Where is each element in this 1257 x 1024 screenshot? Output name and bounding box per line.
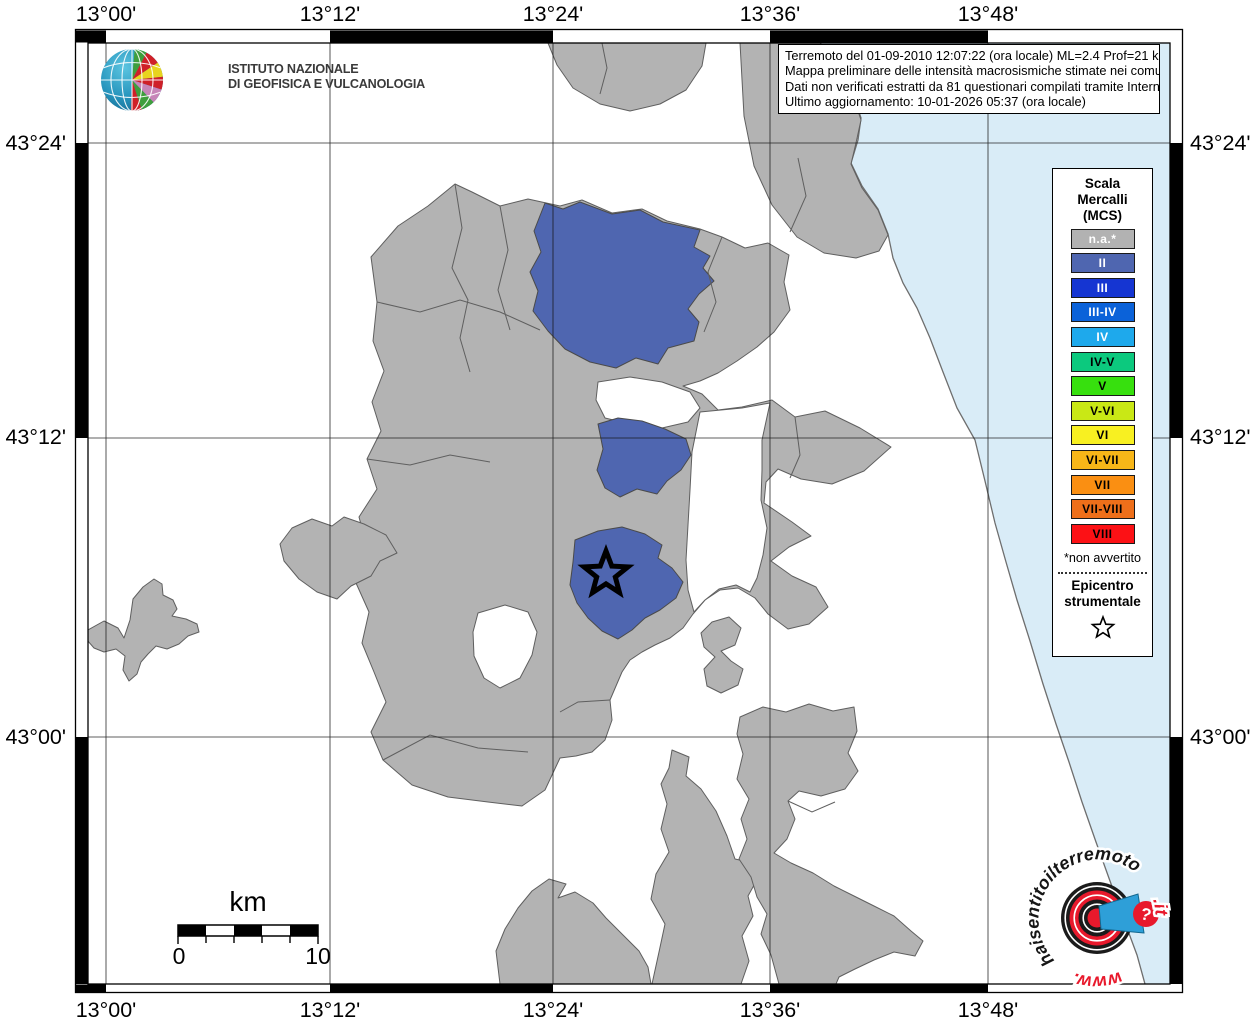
axis-label-bottom: 13°24' [522,998,584,1022]
scalebar-end: 10 [305,943,331,969]
legend-swatch-label: VIII [1092,526,1113,541]
legend-title: Scala Mercalli (MCS) [1053,176,1152,224]
info-line-source: Dati non verificati estratti da 81 quest… [785,78,1160,94]
axis-label-left: 43°24' [5,131,66,155]
scalebar-unit: km [229,886,267,917]
felt-municipality-north [529,201,715,369]
legend-swatch-label: VII-VIII [1082,502,1123,517]
legend-star-icon [1089,614,1116,639]
legend-swatch-label: IV [1096,329,1109,344]
municipality-polygon [472,604,538,689]
axis-label-top: 13°12' [299,2,361,26]
municipality-polygon [736,703,924,984]
legend-swatch-label: II [1098,256,1107,271]
legend-title-line: (MCS) [1083,208,1122,223]
logo-question-mark: ? [1139,904,1154,925]
legend-swatch: IV-V [1070,351,1135,372]
municipality-polygon [88,578,200,682]
legend-swatch: III-IV [1070,302,1135,323]
axis-label-bottom: 13°00' [75,998,137,1022]
legend-swatch-label: IV-V [1090,354,1115,369]
legend-swatch-label: III-IV [1088,305,1117,320]
info-line-update: Ultimo aggiornamento: 10-01-2026 05:37 (… [785,94,1086,110]
axis-label-right: 43°12' [1190,425,1251,449]
axis-label-right: 43°24' [1190,131,1251,155]
axis-label-bottom: 13°48' [957,998,1019,1022]
axis-label-bottom: 13°12' [299,998,361,1022]
legend-swatch-label: III [1096,280,1109,295]
legend-swatch: VII [1070,474,1135,495]
municipalities-felt [529,201,715,640]
ingv-name-line1: ISTITUTO NAZIONALE [228,62,359,76]
legend-epicenter-line: Epicentro [1071,577,1134,593]
municipal-borders [366,43,836,813]
legend-swatch-label: VII [1094,477,1111,492]
ingv-globe-graticule [101,49,163,111]
ingv-globe-wedges [101,49,163,111]
legend-epicenter-line: strumentale [1064,593,1141,609]
logo-question-circle [1133,901,1159,927]
municipality-polygon [685,402,771,613]
gridlines [88,43,1170,984]
axis-label-left: 43°00' [5,725,66,749]
legend-swatch-label: V-VI [1090,403,1115,418]
felt-municipality-epicenter [569,526,684,640]
legend-swatch: II [1070,253,1135,274]
legend-items: n.a.* II III III-IV IV IV-V V V-VI VI VI… [1053,228,1152,544]
legend-swatch: VIII [1070,523,1135,544]
legend-swatch: VI [1070,425,1135,446]
axis-label-top: 13°00' [75,2,137,26]
axis-label-top: 13°48' [957,2,1019,26]
haisentito-logo: ? haisentitoilterremoto .it www. [1020,841,1174,996]
axis-label-left: 43°12' [5,425,66,449]
ingv-name-line2: DI GEOFISICA E VULCANOLOGIA [228,77,426,91]
legend-swatch: V-VI [1070,400,1135,421]
municipalities-white-enclaves [472,376,771,689]
legend-title-line: Mercalli [1077,192,1128,207]
legend-swatch: IV [1070,326,1135,347]
map-frame [74,28,1184,994]
legend-swatch-label: VI [1096,428,1109,443]
axis-label-top: 13°36' [739,2,801,26]
legend-swatch-label: VI-VII [1085,452,1119,467]
info-line-maptype: Mappa preliminare delle intensità macros… [785,63,1160,79]
legend-separator [1058,571,1147,574]
earthquake-info-box: Terremoto del 01-09-2010 12:07:22 (ora l… [778,44,1160,114]
scale-bar [177,924,319,944]
legend-swatch-label: n.a.* [1088,231,1117,246]
legend-swatch: n.a.* [1070,228,1135,249]
axis-label-right: 43°00' [1190,725,1251,749]
axis-label-bottom: 13°36' [739,998,801,1022]
legend-epicenter-title: Epicentro strumentale [1053,578,1152,610]
municipality-polygon [547,43,707,112]
legend-swatch-label: V [1098,379,1107,394]
mercalli-legend: Scala Mercalli (MCS) n.a.* II III III-IV… [1052,168,1153,657]
info-line-event: Terremoto del 01-09-2010 12:07:22 (ora l… [785,48,1160,63]
ingv-logo-text: ISTITUTO NAZIONALE DI GEOFISICA E VULCAN… [228,62,425,92]
ingv-logo-globe [101,49,163,111]
legend-footnote: *non avvertito [1063,550,1141,565]
legend-swatch: VI-VII [1070,449,1135,470]
scalebar-start: 0 [172,943,186,969]
municipality-polygon [495,878,652,984]
legend-swatch: III [1070,277,1135,298]
axis-label-top: 13°24' [522,2,584,26]
epicenter-star [577,544,635,599]
municipality-polygon [595,376,701,429]
logo-speaker-cone [1098,893,1145,934]
municipality-polygon [279,516,398,600]
municipality-polygon [650,749,759,984]
legend-swatch: V [1070,376,1135,397]
map-area [88,43,1170,984]
frame-tick-bands [76,30,1182,992]
legend-title-line: Scala [1084,176,1121,191]
legend-swatch: VII-VIII [1070,499,1135,520]
municipality-polygon [700,616,744,694]
